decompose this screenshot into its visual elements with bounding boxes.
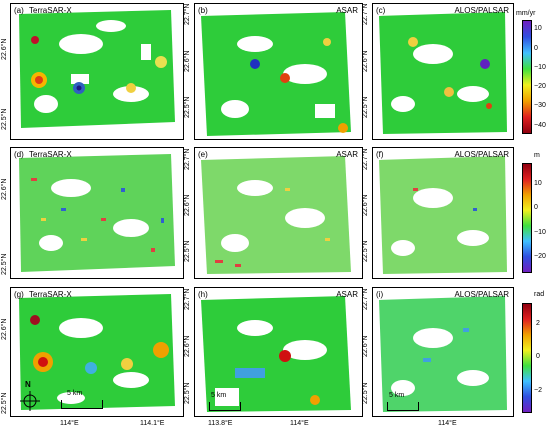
ytick-label: 22.7°N (362, 3, 369, 25)
panel-c: (c) ALOS/PALSAR (372, 3, 514, 140)
ytick-label: 22.6°N (184, 335, 191, 357)
ytick-label: 22.6°N (1, 318, 8, 340)
panel-title: ALOS/PALSAR (454, 6, 509, 15)
panel-label: (c) (376, 6, 386, 15)
scale-bar (209, 402, 241, 411)
scale-bar (61, 400, 103, 409)
map-i (379, 296, 507, 412)
ytick-label: 22.6°N (1, 38, 8, 60)
xtick-label: 114.1°E (140, 420, 165, 427)
ytick-label: 22.5°N (1, 253, 8, 275)
ytick-label: 22.6°N (362, 50, 369, 72)
colorbar-tick: −20 (534, 253, 546, 260)
colorbar-tick: −30 (534, 102, 546, 109)
scale-bar-label: 5 km (67, 390, 83, 397)
ytick-label: 22.7°N (362, 288, 369, 310)
ytick-label: 22.7°N (184, 148, 191, 170)
ytick-label: 22.6°N (184, 50, 191, 72)
map-b (201, 12, 351, 136)
colorbar-unit: rad (534, 291, 545, 298)
panel-label: (g) (14, 290, 24, 299)
colorbar-tick: −40 (534, 122, 546, 129)
panel-title: ASAR (336, 6, 358, 15)
map-f (379, 156, 507, 274)
panel-label: (h) (198, 290, 208, 299)
map-c (379, 12, 507, 134)
colorbar-unit: mm/yr (516, 10, 536, 17)
colorbar-tick: −2 (534, 387, 542, 394)
colorbar-tick: 0 (534, 204, 538, 211)
map-e (201, 156, 351, 274)
ytick-label: 22.5°N (184, 240, 191, 262)
ytick-label: 22.6°N (362, 335, 369, 357)
panel-g: (g) TerraSAR-X N 5 km (10, 287, 184, 417)
panel-d: (d) TerraSAR-X (10, 147, 184, 279)
scale-bar (387, 402, 419, 411)
scale-bar-label: 5 km (389, 392, 405, 399)
panel-a: (a) TerraSAR-X (10, 3, 184, 140)
colorbar-tick: 10 (534, 25, 542, 32)
ytick-label: 22.5°N (362, 240, 369, 262)
ytick-label: 22.6°N (184, 194, 191, 216)
panel-i: (i) ALOS/PALSAR 5 km (372, 287, 514, 417)
ytick-label: 22.5°N (362, 96, 369, 118)
ytick-label: 22.7°N (184, 288, 191, 310)
ytick-label: 22.7°N (184, 3, 191, 25)
ytick-label: 22.5°N (1, 392, 8, 414)
ytick-label: 22.5°N (184, 96, 191, 118)
panel-title: TerraSAR-X (29, 290, 72, 299)
panel-e: (e) ASAR (194, 147, 363, 279)
panel-label: (b) (198, 6, 208, 15)
compass-icon (20, 391, 40, 411)
north-arrow-label: N (25, 380, 31, 389)
panel-label: (d) (14, 150, 24, 159)
xtick-label: 113.8°E (208, 420, 233, 427)
ytick-label: 22.5°N (184, 382, 191, 404)
colorbar-tick: −20 (534, 83, 546, 90)
ytick-label: 22.5°N (362, 382, 369, 404)
xtick-label: 114°E (290, 420, 309, 427)
map-g (19, 294, 175, 410)
colorbar-tick: 0 (534, 45, 538, 52)
colorbar-unit: m (534, 152, 540, 159)
colorbar-tick: −10 (534, 229, 546, 236)
colorbar-tick: 0 (536, 353, 540, 360)
map-d (19, 154, 175, 272)
map-h (201, 296, 351, 412)
colorbar-tick: 2 (536, 320, 540, 327)
scale-bar-label: 5 km (211, 392, 227, 399)
panel-title: ALOS/PALSAR (454, 150, 509, 159)
colorbar-phase (522, 303, 532, 413)
colorbar-height (522, 163, 532, 273)
panel-h: (h) ASAR 5 km (194, 287, 363, 417)
map-a (19, 10, 175, 128)
ytick-label: 22.5°N (1, 108, 8, 130)
panel-f: (f) ALOS/PALSAR (372, 147, 514, 279)
ytick-label: 22.6°N (362, 194, 369, 216)
colorbar-tick: 10 (534, 180, 542, 187)
panel-b: (b) ASAR (194, 3, 363, 140)
ytick-label: 22.7°N (362, 148, 369, 170)
xtick-label: 114°E (60, 420, 79, 427)
panel-label: (i) (376, 290, 384, 299)
panel-title: ASAR (336, 290, 358, 299)
ytick-label: 22.6°N (1, 178, 8, 200)
panel-title: TerraSAR-X (29, 150, 72, 159)
panel-title: ALOS/PALSAR (454, 290, 509, 299)
colorbar-velocity (522, 20, 532, 134)
panel-label: (e) (198, 150, 208, 159)
colorbar-tick: −10 (534, 64, 546, 71)
panel-title: ASAR (336, 150, 358, 159)
panel-label: (a) (14, 6, 24, 15)
xtick-label: 114°E (438, 420, 457, 427)
panel-label: (f) (376, 150, 384, 159)
panel-title: TerraSAR-X (29, 6, 72, 15)
